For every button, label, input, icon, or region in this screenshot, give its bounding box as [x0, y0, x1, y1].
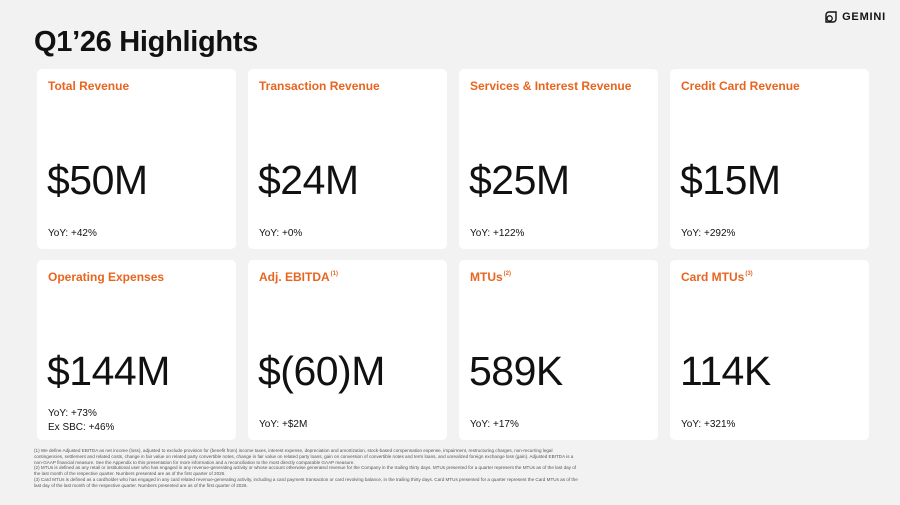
metric-yoy: YoY: +122% — [470, 228, 525, 239]
metric-card-credit-card-revenue: Credit Card Revenue $15M YoY: +292% — [670, 69, 869, 249]
metric-label: Services & Interest Revenue — [470, 79, 632, 93]
metric-yoy: YoY: +0% — [259, 228, 303, 239]
metric-label: Total Revenue — [48, 79, 130, 93]
metric-yoy: YoY: +321% — [681, 419, 736, 430]
metric-value: $24M — [258, 157, 359, 203]
metric-yoy: YoY: +42% — [48, 228, 97, 239]
metric-value: 589K — [469, 348, 563, 394]
metric-card-operating-expenses: Operating Expenses $144M YoY: +73% Ex SB… — [37, 260, 236, 440]
metric-label: MTUs(2) — [470, 270, 512, 284]
metric-yoy: YoY: +292% — [681, 228, 736, 239]
gemini-logo-text: GEMINI — [842, 11, 886, 23]
page-title: Q1’26 Highlights — [34, 26, 259, 58]
metric-yoy-total: YoY: +73% — [48, 408, 97, 419]
gemini-logo: GEMINI — [825, 11, 886, 23]
metric-label: Transaction Revenue — [259, 79, 380, 93]
footnote-3: (3) Card MTUs is defined as a cardholder… — [34, 476, 578, 488]
metric-label: Operating Expenses — [48, 270, 165, 284]
metric-value: $15M — [680, 157, 781, 203]
footnote-ref: (2) — [503, 271, 512, 277]
metric-yoy-ex-sbc: Ex SBC: +46% — [48, 422, 115, 433]
metric-yoy: YoY: +$2M — [259, 419, 308, 430]
metric-card-mtus: MTUs(2) 589K YoY: +17% — [459, 260, 658, 440]
metric-value: $(60)M — [258, 348, 385, 394]
metric-card-transaction-revenue: Transaction Revenue $24M YoY: +0% — [248, 69, 447, 249]
metric-card-card-mtus: Card MTUs(3) 114K YoY: +321% — [670, 260, 869, 440]
metric-yoy: YoY: +17% — [470, 419, 519, 430]
metric-card-services-interest-revenue: Services & Interest Revenue $25M YoY: +1… — [459, 69, 658, 249]
metric-value: $25M — [469, 157, 570, 203]
metric-value: $144M — [47, 348, 170, 394]
metric-yoy: YoY: +73% Ex SBC: +46% — [48, 407, 114, 435]
metrics-grid: Total Revenue $50M YoY: +42% Transaction… — [37, 69, 869, 440]
metric-value: $50M — [47, 157, 148, 203]
footnote-ref: (1) — [330, 271, 339, 277]
gemini-logo-icon — [825, 11, 837, 23]
metric-label: Card MTUs(3) — [681, 270, 753, 284]
footnote-ref: (3) — [745, 271, 753, 277]
footnotes: (1) We define Adjusted EBITDA as net inc… — [34, 448, 579, 489]
metric-card-total-revenue: Total Revenue $50M YoY: +42% — [37, 69, 236, 249]
footnote-2: (2) MTUs is defined as any retail or ins… — [34, 465, 577, 477]
footnote-1: (1) We define Adjusted EBITDA as net inc… — [34, 448, 574, 465]
metric-label: Credit Card Revenue — [681, 79, 800, 93]
metric-value: 114K — [680, 348, 771, 394]
metric-label: Adj. EBITDA(1) — [259, 270, 339, 284]
metric-card-adj-ebitda: Adj. EBITDA(1) $(60)M YoY: +$2M — [248, 260, 447, 440]
